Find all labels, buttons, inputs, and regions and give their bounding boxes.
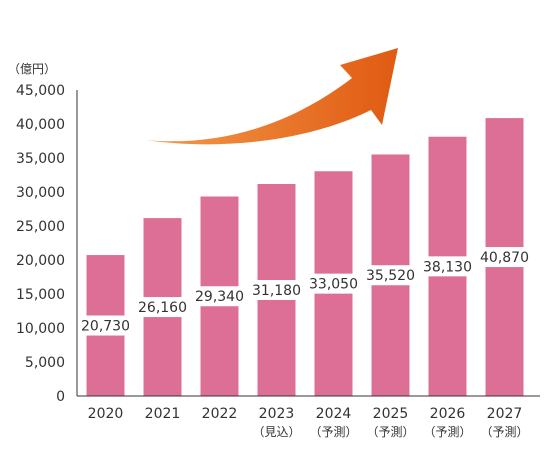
trend-arrow-icon (145, 48, 398, 145)
x-category-label: 2021 (145, 406, 181, 422)
x-category-label: 2026 (430, 406, 466, 422)
bar-value-label: 29,340 (195, 289, 244, 305)
bar-value-label: 38,130 (423, 259, 472, 275)
bar-value-label: 35,520 (366, 268, 415, 284)
bar-value-label: 33,050 (309, 277, 358, 293)
bar-value-label: 31,180 (252, 283, 301, 299)
y-tick-label: 15,000 (16, 287, 65, 303)
x-category-note: （予測） (423, 425, 471, 439)
bar-value-label: 40,870 (480, 250, 529, 266)
x-category-label: 2020 (88, 406, 124, 422)
bar-value-label: 26,160 (138, 300, 187, 316)
value-label-background (135, 297, 190, 318)
x-category-note: （予測） (480, 425, 528, 439)
y-tick-label: 10,000 (16, 321, 65, 337)
x-axis-labels: 2020 2021 2022 2023 （見込） 2024 （予測） 2025 （予測） 2026… (88, 406, 529, 439)
y-tick-label: 0 (56, 389, 65, 405)
y-tick-label: 35,000 (16, 151, 65, 167)
x-category-label: 2022 (202, 406, 238, 422)
x-category-label: 2024 (316, 406, 352, 422)
value-label-background (306, 273, 361, 294)
value-label-background (363, 265, 418, 286)
value-labels-group: 20,730 26,160 29,340 31,180 33,050 35,520 38,1… (78, 247, 532, 336)
bar-value-label: 20,730 (81, 319, 130, 335)
value-label-background (192, 286, 247, 307)
y-axis-ticks: 0 5,000 10,000 15,000 20,000 25,000 30,000 35,0… (16, 83, 65, 405)
x-category-label: 2027 (487, 406, 523, 422)
y-axis-unit-label: （億円） (8, 62, 56, 76)
value-label-background (477, 247, 532, 268)
value-label-background (249, 279, 304, 300)
y-tick-label: 5,000 (25, 355, 65, 371)
value-label-background (78, 315, 133, 336)
x-category-label: 2025 (373, 406, 409, 422)
y-tick-label: 40,000 (16, 117, 65, 133)
value-label-background (420, 256, 475, 277)
y-tick-label: 25,000 (16, 219, 65, 235)
y-tick-label: 20,000 (16, 253, 65, 269)
x-category-label: 2023 (259, 406, 295, 422)
x-category-note: （予測） (366, 425, 414, 439)
y-tick-label: 45,000 (16, 83, 65, 99)
x-category-note: （予測） (309, 425, 357, 439)
y-tick-label: 30,000 (16, 185, 65, 201)
x-category-note: （見込） (252, 425, 300, 439)
